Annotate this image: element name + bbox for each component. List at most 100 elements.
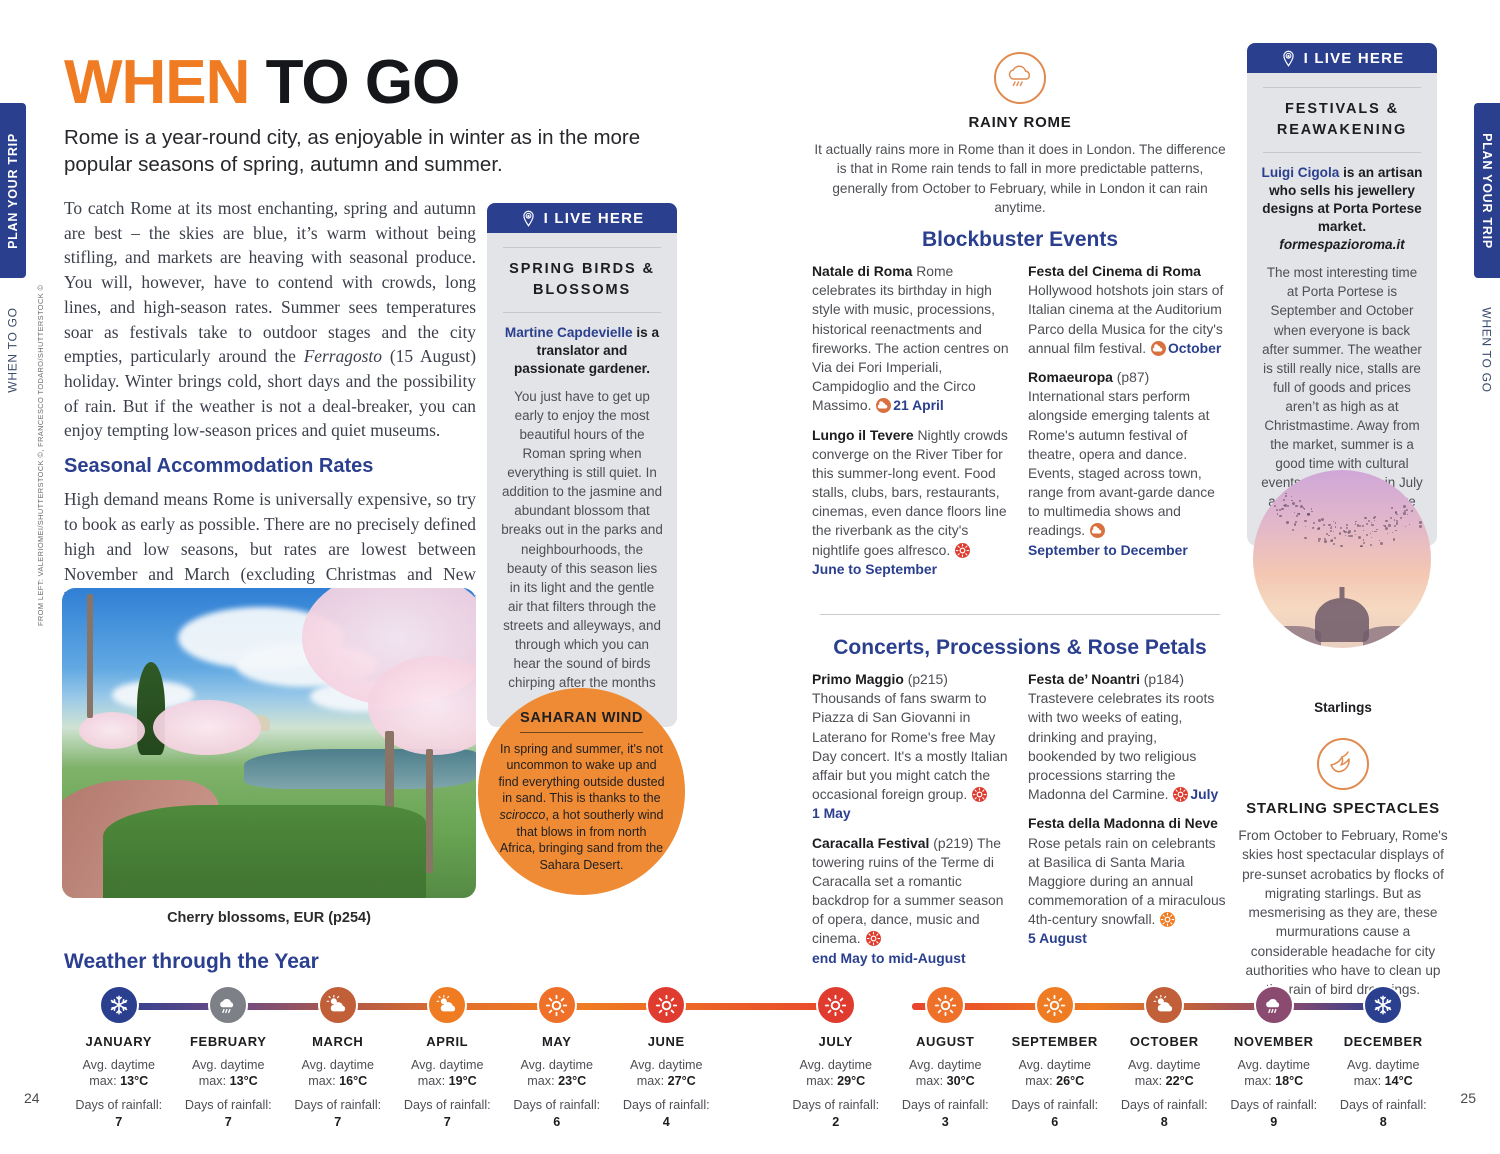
- event-date: 1 May: [812, 805, 851, 822]
- event-page-ref[interactable]: (p87): [1112, 368, 1150, 385]
- month-name: JUNE: [647, 1034, 685, 1049]
- starlings-photo-caption: Starlings: [1314, 700, 1372, 715]
- event-name: Lungo il Tevere: [812, 426, 914, 443]
- saharan-text-b: , a hot southerly wind that blows in fro…: [499, 808, 664, 872]
- month-rain-days: Days of rainfall: 8: [1120, 1097, 1208, 1130]
- weather-month: DECEMBER Avg. daytime max: 14°C Days of rai…: [1329, 985, 1439, 1145]
- sun-icon: [536, 985, 577, 1025]
- edge-sub-when-to-go-left: WHEN TO GO: [0, 280, 26, 420]
- weather-month: APRIL Avg. daytime max: 19°C Days of rainfa…: [393, 985, 503, 1145]
- starling-spectacles-text: From October to February, Rome's skies h…: [1238, 828, 1448, 998]
- intro-p1-a: To catch Rome at its most enchanting, sp…: [64, 198, 476, 367]
- month-rain-days: Days of rainfall: 7: [294, 1097, 382, 1130]
- month-avg-temp: Avg. daytime max: 23°C: [520, 1058, 594, 1089]
- event-entry: Primo Maggio (p215) Thousands of fans sw…: [812, 670, 1012, 824]
- event-date: 5 August: [1028, 930, 1087, 947]
- section-title-concerts-processions: Concerts, Processions & Rose Petals: [833, 636, 1207, 659]
- rain-cloud-icon: [208, 985, 249, 1025]
- month-rain-days: Days of rainfall: 7: [184, 1097, 272, 1130]
- saharan-text-italic: scirocco: [499, 808, 546, 822]
- sun-badge-red-icon: [972, 787, 988, 803]
- page-deck: Rome is a year-round city, as enjoyable …: [64, 126, 641, 177]
- i-live-here-title-festivals: FESTIVALS & REAWAKENING: [1263, 87, 1421, 154]
- event-date: July: [1190, 786, 1219, 803]
- photo-image: [62, 588, 476, 898]
- starling-spectacles-title: STARLING SPECTACLES: [1246, 800, 1440, 817]
- cloud-sun-icon: [1144, 985, 1185, 1025]
- bird-icon: [1317, 738, 1369, 790]
- rainy-rome-text: It actually rains more in Rome than it d…: [814, 142, 1226, 215]
- weather-month: JANUARY Avg. daytime max: 13°C Days of rain…: [64, 985, 174, 1145]
- event-entry: Festa della Madonna di Neve Rose petals …: [1028, 814, 1228, 948]
- photo-caption: Cherry blossoms, EUR (p254): [167, 910, 371, 926]
- saharan-wind-title: SAHARAN WIND: [520, 710, 643, 733]
- timeline-months: JANUARY Avg. daytime max: 13°C Days of rain…: [64, 985, 1438, 1145]
- event-description: Trastevere celebrates its roots with two…: [1028, 690, 1215, 803]
- cloud-sun-badge-icon: [1150, 340, 1166, 356]
- month-avg-temp: Avg. daytime max: 30°C: [908, 1058, 982, 1089]
- i-live-here-card-spring-birds: I LIVE HERE SPRING BIRDS & BLOSSOMS Mart…: [487, 203, 677, 727]
- intro-p1-b: (15 August) holiday. Winter brings cold,…: [64, 346, 476, 441]
- month-avg-temp: Avg. daytime max: 18°C: [1237, 1058, 1311, 1089]
- edge-tab-plan-your-trip-left[interactable]: PLAN YOUR TRIP: [0, 103, 26, 278]
- sun-icon: [1034, 985, 1075, 1025]
- event-name: Festa de’ Noantri: [1028, 671, 1140, 687]
- location-pin-star-icon: [522, 210, 534, 227]
- weather-month: FEBRUARY Avg. daytime max: 13°C Days of rai…: [174, 985, 284, 1145]
- month-rain-days: Days of rainfall: 6: [1011, 1097, 1099, 1130]
- section-divider: [820, 614, 1220, 615]
- rainy-rome-title: RAINY ROME: [968, 114, 1072, 131]
- edge-sub-label-left: WHEN TO GO: [6, 307, 20, 393]
- event-entry: Lungo il Tevere Nightly crowds converge …: [812, 426, 1012, 580]
- event-date: end May to mid-August: [812, 949, 966, 966]
- event-description: Nightly crowds converge on the River Tib…: [812, 426, 1008, 558]
- event-date: September to December: [1028, 541, 1188, 558]
- weather-month: JULY Avg. daytime max: 29°C Days of rainfal…: [781, 985, 891, 1145]
- i-live-here-person-name-festivals: Luigi Cigola: [1261, 165, 1340, 181]
- month-name: MARCH: [312, 1034, 364, 1049]
- edge-tab-label-right: PLAN YOUR TRIP: [1480, 132, 1494, 249]
- page-title-word-2: TO GO: [265, 48, 461, 117]
- event-date: October: [1167, 339, 1222, 356]
- sun-badge-red-icon: [1173, 787, 1189, 803]
- i-live-here-person-spring: Martine Capdevielle is a translator and …: [501, 324, 663, 378]
- month-avg-temp: Avg. daytime max: 13°C: [191, 1058, 265, 1089]
- i-live-here-person-role-festivals: is an artisan who sells his jewellery de…: [1262, 165, 1423, 235]
- month-rain-days: Days of rainfall: 2: [792, 1097, 880, 1130]
- blockbuster-events-column-right: Festa del Cinema di Roma Hollywood hotsh…: [1028, 262, 1228, 570]
- cloud-sun-icon: [317, 985, 358, 1025]
- month-name: JANUARY: [85, 1034, 152, 1049]
- i-live-here-badge-festivals: I LIVE HERE: [1247, 43, 1437, 73]
- event-page-ref[interactable]: (p219): [929, 834, 974, 851]
- i-live-here-quote-spring: You just have to get up early to enjoy t…: [501, 389, 663, 709]
- i-live-here-person-festivals: Luigi Cigola is an artisan who sells his…: [1261, 164, 1423, 254]
- weather-month: AUGUST Avg. daytime max: 30°C Days of rainf…: [891, 985, 1001, 1145]
- month-rain-days: Days of rainfall: 4: [622, 1097, 710, 1130]
- event-entry: Caracalla Festival (p219) The towering r…: [812, 834, 1012, 968]
- concerts-column-right: Festa de’ Noantri (p184) Trastevere cele…: [1028, 670, 1228, 959]
- i-live-here-person-role-spring: is a translator and passionate gardener.: [514, 325, 660, 377]
- weather-timeline-title: Weather through the Year: [64, 950, 319, 973]
- i-live-here-body-spring: SPRING BIRDS & BLOSSOMS Martine Capdevie…: [487, 233, 677, 727]
- starling-spectacles-feature: STARLING SPECTACLES From October to Febr…: [1238, 738, 1448, 1000]
- weather-month: OCTOBER Avg. daytime max: 22°C Days of rain…: [1110, 985, 1220, 1145]
- edge-tab-plan-your-trip-right[interactable]: PLAN YOUR TRIP: [1474, 103, 1500, 278]
- event-description: Thousands of fans swarm to Piazza di San…: [812, 690, 1008, 803]
- event-name: Festa della Madonna di Neve: [1028, 815, 1218, 832]
- page-number-right: 25: [1460, 1090, 1476, 1106]
- i-live-here-badge-spring: I LIVE HERE: [487, 203, 677, 233]
- saharan-text-a: In spring and summer, it's not uncommon …: [498, 741, 665, 806]
- month-name: SEPTEMBER: [1011, 1034, 1098, 1049]
- month-rain-days: Days of rainfall: 8: [1339, 1097, 1427, 1130]
- weather-month: JUNE Avg. daytime max: 27°C Days of rainfal…: [612, 985, 722, 1145]
- month-name: NOVEMBER: [1233, 1034, 1314, 1049]
- sun-icon: [925, 985, 966, 1025]
- event-date: 21 April: [893, 397, 944, 414]
- cloud-sun-badge-icon: [876, 398, 892, 414]
- saharan-wind-callout: SAHARAN WIND In spring and summer, it's …: [478, 688, 685, 895]
- event-description: The towering ruins of the Terme di Carac…: [812, 834, 1004, 947]
- month-name: APRIL: [426, 1034, 469, 1049]
- event-page-ref[interactable]: (p184): [1139, 671, 1184, 687]
- event-page-ref[interactable]: (p215): [903, 671, 948, 687]
- snowflake-icon: [1363, 985, 1404, 1025]
